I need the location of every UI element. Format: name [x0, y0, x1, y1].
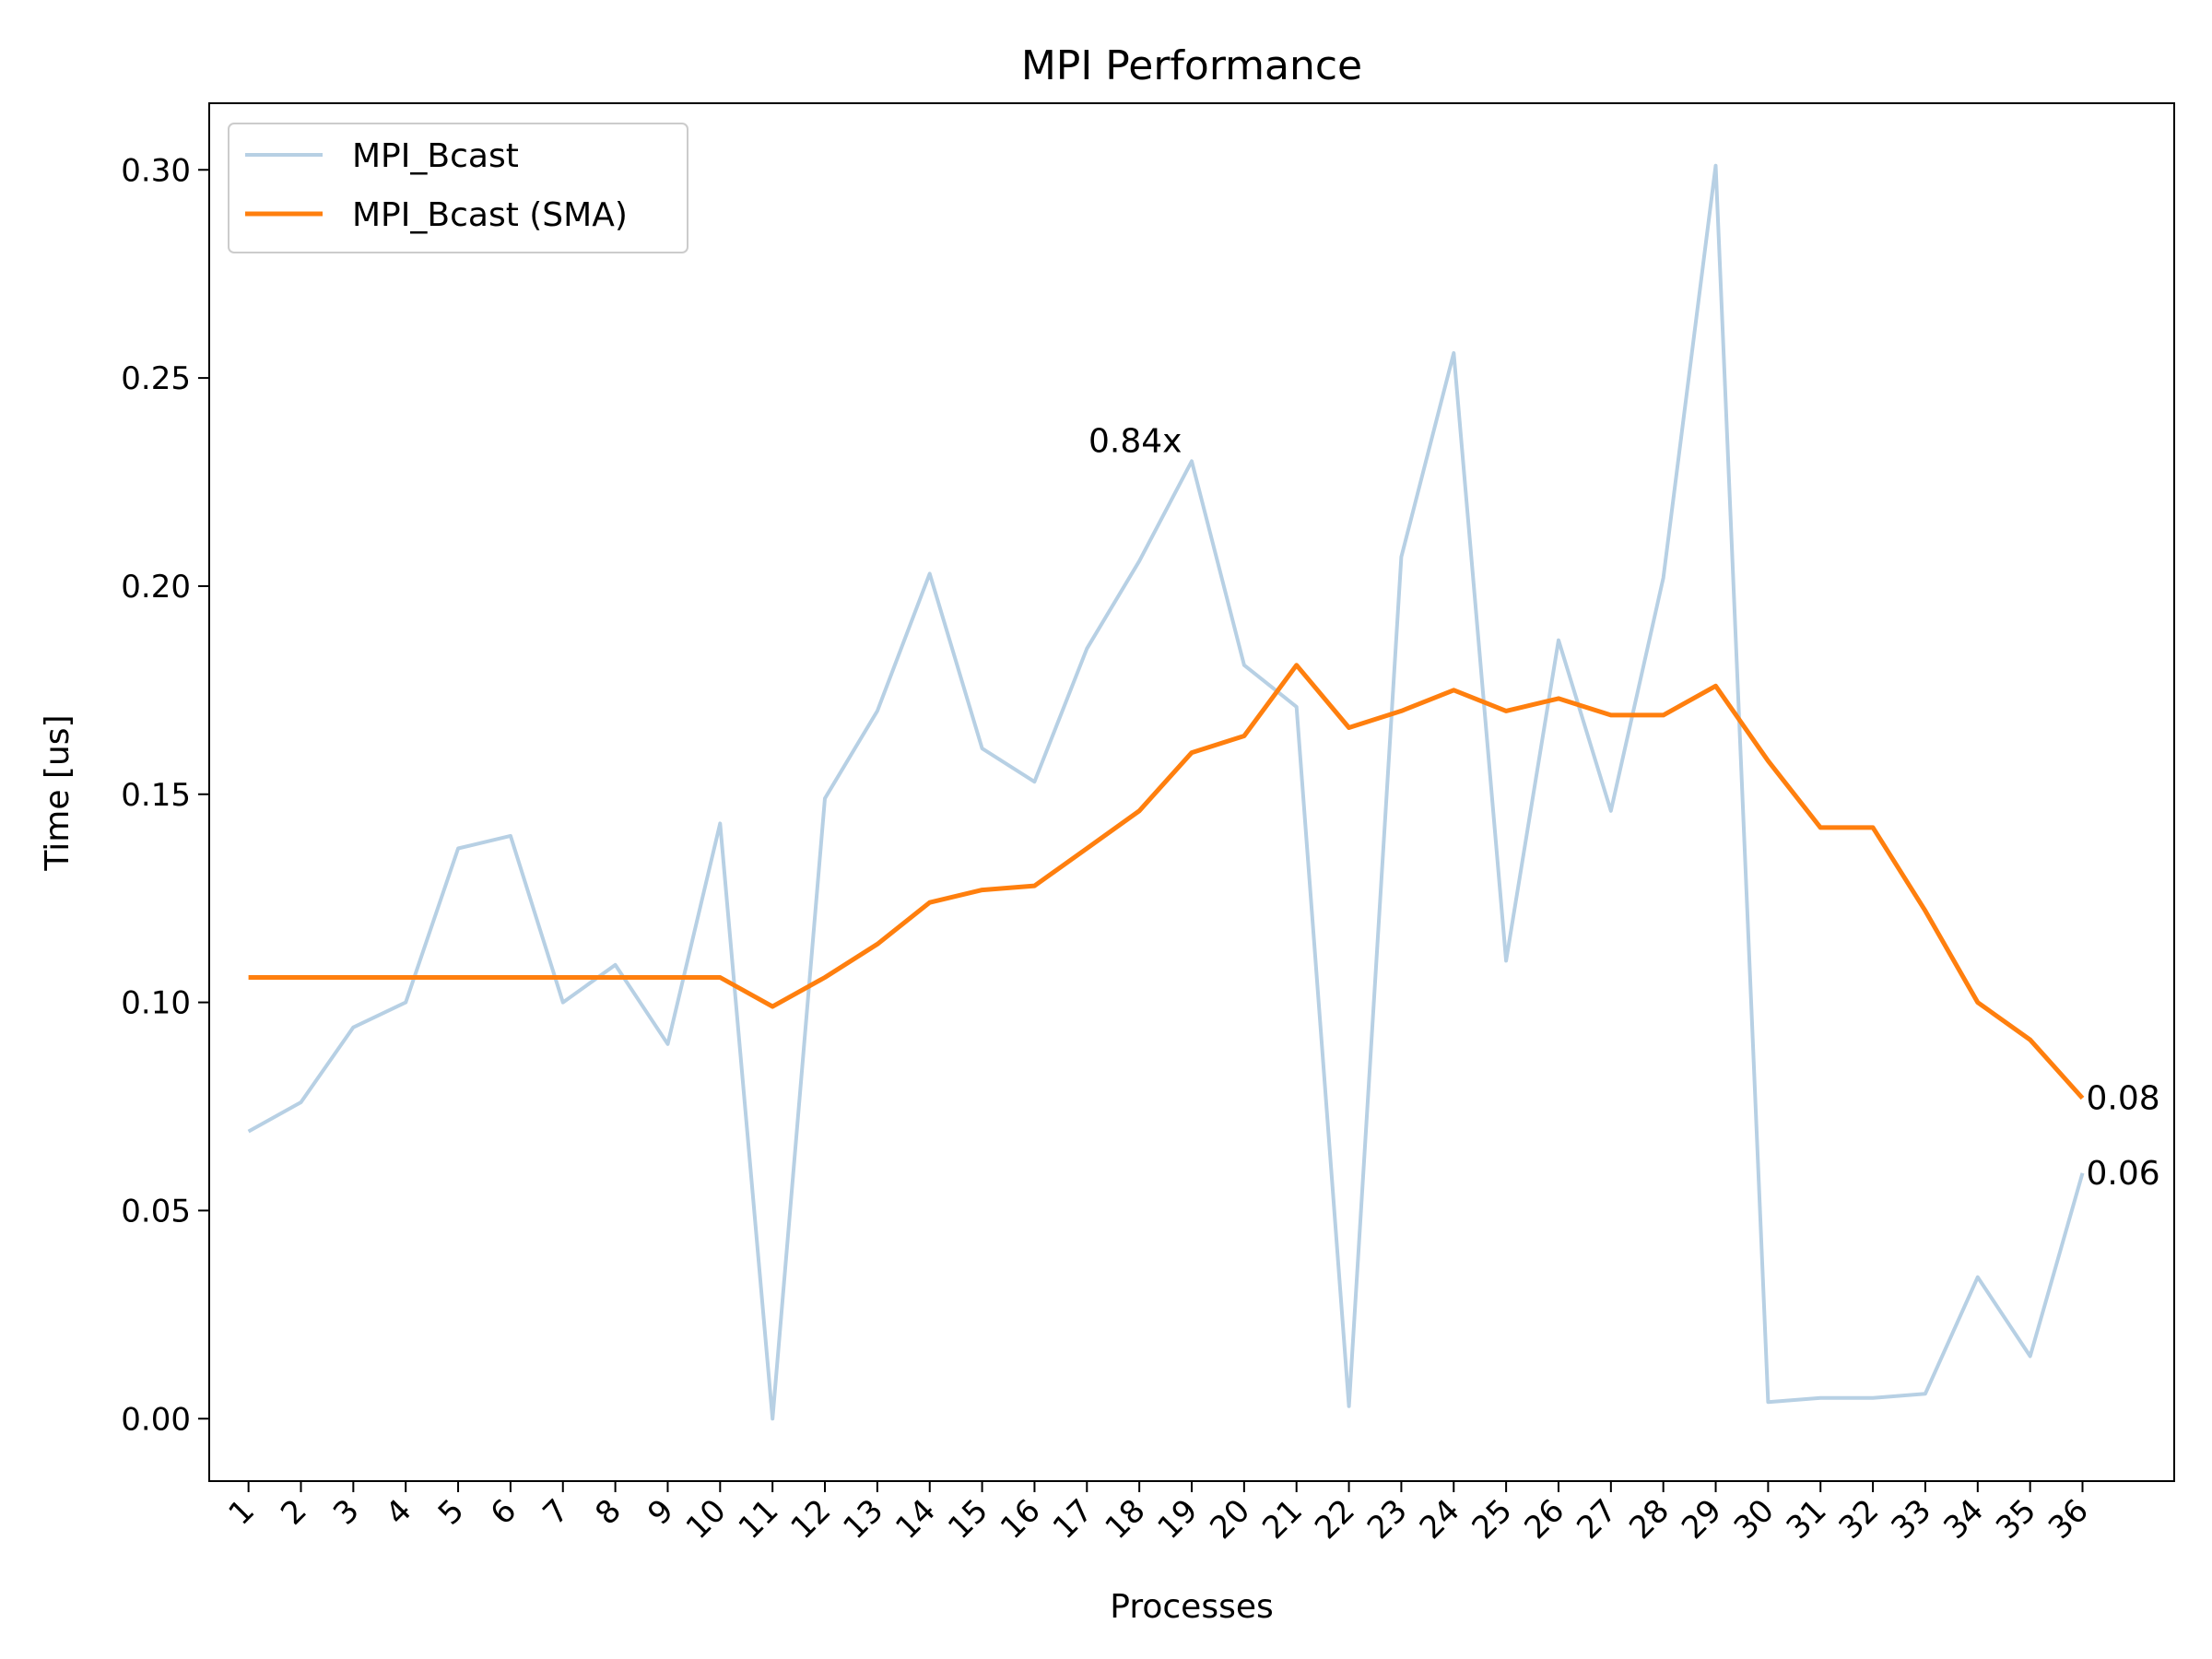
y-tick-label: 0.10 — [121, 985, 191, 1022]
y-axis: 0.00 0.05 0.10 0.15 0.20 0.25 0.30 — [121, 152, 209, 1438]
y-tick-label: 0.30 — [121, 152, 191, 189]
x-tick-label: 33 — [1884, 1492, 1938, 1547]
x-tick-label: 21 — [1255, 1492, 1310, 1547]
x-tick-label: 7 — [536, 1492, 577, 1533]
x-tick-label: 28 — [1622, 1492, 1677, 1547]
y-tick-label: 0.15 — [121, 777, 191, 814]
annotations: 0.84x 0.08 0.06 — [1088, 422, 2160, 1192]
x-tick-label: 1 — [221, 1492, 262, 1533]
x-tick-label: 3 — [326, 1492, 367, 1533]
x-tick-label: 11 — [732, 1492, 786, 1547]
annotation-label: 0.06 — [2087, 1155, 2160, 1193]
x-tick-label: 12 — [784, 1492, 839, 1547]
x-tick-label: 31 — [1780, 1492, 1834, 1547]
x-tick-label: 22 — [1308, 1492, 1362, 1547]
x-tick-label: 32 — [1832, 1492, 1887, 1547]
x-tick-label: 10 — [679, 1492, 734, 1547]
y-tick-label: 0.00 — [121, 1401, 191, 1438]
x-tick-label: 4 — [379, 1492, 419, 1533]
series-line-mpi-bcast — [247, 163, 2085, 1421]
x-tick-label: 24 — [1413, 1492, 1467, 1547]
series-layer — [247, 163, 2085, 1421]
x-axis: 1 2 3 4 5 6 7 8 91011121314151617181920212223242… — [221, 1481, 2096, 1547]
x-tick-label: 15 — [941, 1492, 995, 1547]
x-tick-label: 25 — [1465, 1492, 1520, 1547]
x-tick-label: 30 — [1727, 1492, 1782, 1547]
plot-frame — [208, 102, 2175, 1482]
legend-label-mpi-bcast-sma: MPI_Bcast (SMA) — [352, 196, 628, 234]
y-tick-label: 0.20 — [121, 569, 191, 606]
x-tick-label: 27 — [1570, 1492, 1624, 1547]
x-tick-label: 35 — [1989, 1492, 2043, 1547]
y-tick-label: 0.05 — [121, 1193, 191, 1230]
legend: MPI_Bcast MPI_Bcast (SMA) — [228, 123, 688, 253]
x-tick-label: 6 — [484, 1492, 524, 1533]
x-tick-label: 17 — [1046, 1492, 1100, 1547]
x-tick-label: 36 — [2041, 1492, 2096, 1547]
annotation-label: 0.84x — [1088, 422, 1182, 460]
x-tick-label: 9 — [641, 1492, 681, 1533]
x-tick-label: 19 — [1150, 1492, 1205, 1547]
x-tick-label: 29 — [1675, 1492, 1729, 1547]
x-tick-label: 18 — [1099, 1492, 1153, 1547]
x-tick-label: 34 — [1936, 1492, 1991, 1547]
chart-title: MPI Performance — [1021, 42, 1362, 89]
x-tick-label: 5 — [431, 1492, 472, 1533]
legend-label-mpi-bcast: MPI_Bcast — [352, 137, 519, 175]
x-tick-label: 13 — [836, 1492, 890, 1547]
series-line-mpi-bcast-sma — [248, 663, 2085, 1100]
x-tick-label: 20 — [1203, 1492, 1257, 1547]
x-tick-label: 26 — [1517, 1492, 1571, 1547]
x-tick-label: 8 — [588, 1492, 629, 1533]
y-tick-label: 0.25 — [121, 360, 191, 397]
x-tick-label: 23 — [1360, 1492, 1415, 1547]
x-tick-label: 2 — [274, 1492, 314, 1533]
annotation-label: 0.08 — [2087, 1079, 2160, 1117]
x-tick-label: 16 — [994, 1492, 1048, 1547]
x-axis-label: Processes — [1110, 1588, 1273, 1626]
legend-box — [228, 123, 688, 253]
x-tick-label: 14 — [888, 1492, 943, 1547]
y-axis-label: Time [us] — [39, 714, 76, 871]
